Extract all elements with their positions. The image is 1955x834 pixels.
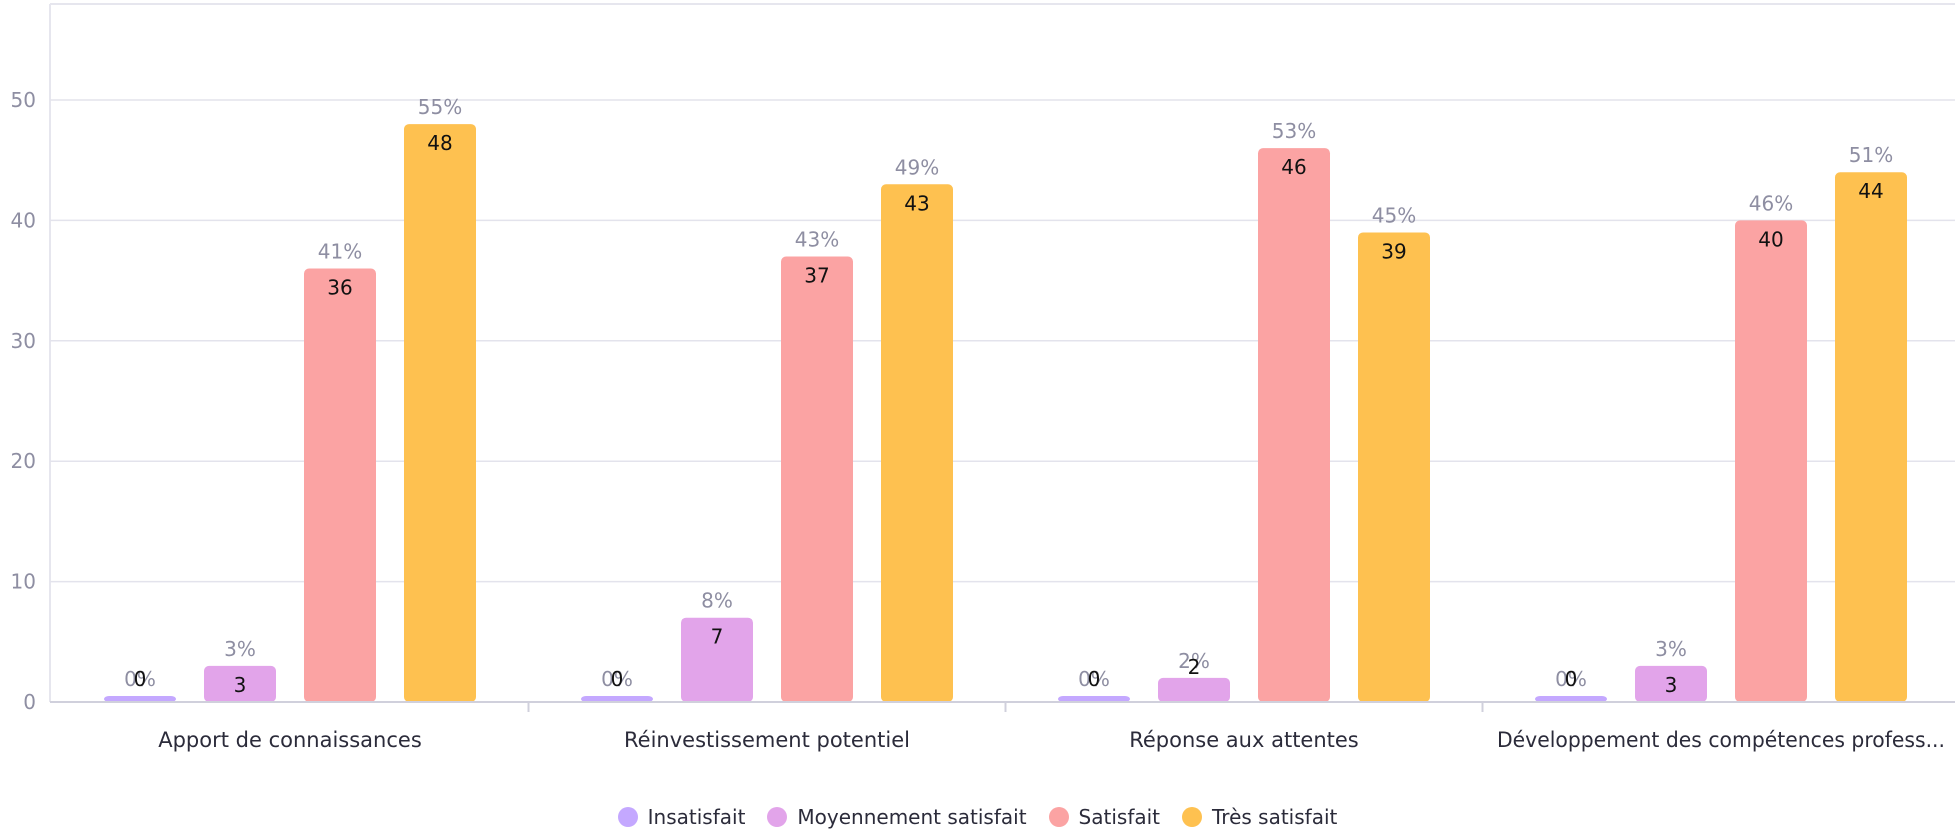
- bar-value-label: 40: [1758, 227, 1783, 251]
- legend-label: Moyennement satisfait: [797, 805, 1027, 829]
- bar-value-label: 44: [1858, 179, 1883, 203]
- bar-value-label: 0: [134, 667, 147, 691]
- legend-item[interactable]: Moyennement satisfait: [767, 805, 1027, 829]
- legend-item[interactable]: Satisfait: [1048, 805, 1161, 829]
- bar-value-label: 39: [1381, 239, 1406, 263]
- legend-swatch: [617, 807, 638, 827]
- bar: [781, 256, 853, 702]
- bar-percent-label: 0%: [124, 667, 156, 691]
- bar-value-label: 7: [711, 625, 724, 649]
- bar-percent-label: 46%: [1749, 191, 1793, 215]
- x-axis-ticks: Apport de connaissances Réinvestissement …: [158, 702, 1945, 752]
- bar-value-label: 0: [611, 667, 624, 691]
- legend-swatch: [767, 807, 788, 827]
- bar-value-label: 3: [234, 673, 247, 697]
- legend-swatch: [1048, 807, 1069, 827]
- bar-percent-label: 3%: [224, 637, 256, 661]
- bar-percent-label: 2%: [1178, 649, 1210, 673]
- bar: [1635, 665, 1707, 702]
- x-tick-label: Apport de connaissances: [158, 728, 422, 752]
- bar: [1835, 172, 1907, 703]
- bar-percent-label: 41%: [318, 240, 362, 264]
- y-axis-ticks: 0 10 20 30 40 50: [11, 88, 36, 714]
- y-tick-label: 20: [11, 449, 36, 473]
- bar-percent-label: 51%: [1849, 143, 1893, 167]
- bar-percent-label: 8%: [701, 589, 733, 613]
- bar: [404, 124, 476, 702]
- bar: [1358, 232, 1430, 702]
- bar-value-label: 46: [1281, 155, 1306, 179]
- bar: [1058, 696, 1130, 702]
- bar-value-label: 0: [1088, 667, 1101, 691]
- y-tick-label: 10: [11, 570, 36, 594]
- y-tick-label: 30: [11, 329, 36, 353]
- bar-percent-label: 0%: [601, 667, 633, 691]
- legend-label: Très satisfait: [1212, 805, 1338, 829]
- bar-value-label: 2: [1188, 655, 1201, 679]
- legend-label: Insatisfait: [647, 805, 746, 829]
- bar-value-label: 43: [904, 191, 929, 215]
- bar-value-label: 48: [427, 131, 452, 155]
- bar: [104, 696, 176, 702]
- bar-percent-label: 43%: [795, 228, 839, 252]
- bar-value-label: 3: [1665, 673, 1678, 697]
- bar-percent-label: 53%: [1272, 119, 1316, 143]
- bar-percent-label: 0%: [1078, 667, 1110, 691]
- bar-percent-label: 55%: [418, 95, 462, 119]
- legend-item[interactable]: Insatisfait: [617, 805, 746, 829]
- bar: [881, 184, 953, 702]
- legend-swatch: [1182, 807, 1203, 827]
- bar-value-label: 0: [1565, 667, 1578, 691]
- bar-percent-label: 49%: [895, 155, 939, 179]
- bar-value-label: 37: [804, 264, 829, 288]
- bar-percent-label: 3%: [1655, 637, 1687, 661]
- bars: 0%03%341%3655%480%08%743%3749%430%02%253…: [104, 95, 1907, 703]
- bar: [1735, 220, 1807, 702]
- y-tick-label: 0: [23, 690, 36, 714]
- bar: [681, 617, 753, 702]
- bar: [1158, 677, 1230, 702]
- x-tick-label: Réinvestissement potentiel: [624, 728, 910, 752]
- bar: [204, 665, 276, 702]
- bar-value-label: 36: [327, 276, 352, 300]
- x-tick-label: Réponse aux attentes: [1129, 728, 1359, 752]
- bar-percent-label: 0%: [1555, 667, 1587, 691]
- bar-percent-label: 45%: [1372, 203, 1416, 227]
- legend-label: Satisfait: [1078, 805, 1161, 829]
- legend-item[interactable]: Très satisfait: [1182, 805, 1337, 829]
- y-tick-label: 40: [11, 208, 36, 232]
- bar: [581, 696, 653, 702]
- bar: [1258, 148, 1330, 702]
- bar: [1535, 696, 1607, 702]
- y-tick-label: 50: [11, 88, 36, 112]
- bar: [304, 268, 376, 702]
- x-tick-label: Développement des compétences profess...: [1497, 728, 1945, 752]
- legend: Insatisfait Moyennement satisfait Satisfai…: [0, 800, 1955, 834]
